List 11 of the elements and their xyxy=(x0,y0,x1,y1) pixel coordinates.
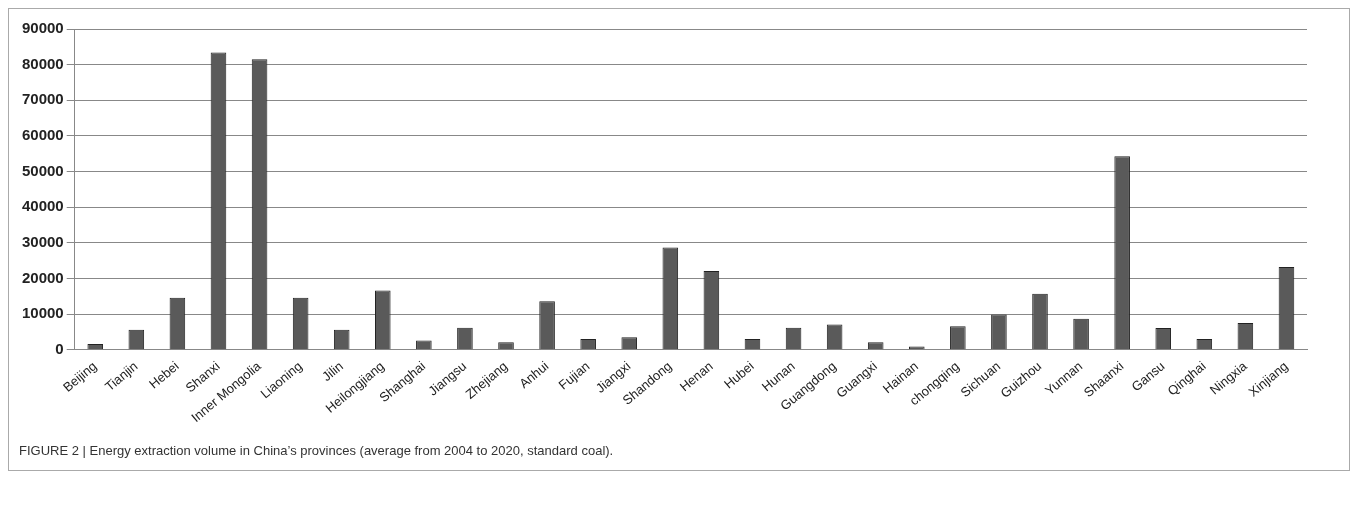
y-tick-label: 30000 xyxy=(21,232,64,250)
y-tick-label: 20000 xyxy=(21,268,64,286)
y-tick-label: 50000 xyxy=(21,161,64,179)
caption: FIGURE 2 | Energy extraction volume in China’s provinces (average from 2004 to 2020, standard coal). xyxy=(18,442,615,460)
y-tick-label: 40000 xyxy=(21,197,64,215)
y-tick-label: 70000 xyxy=(21,90,64,108)
y-tick-label: 80000 xyxy=(21,54,64,72)
y-tick-label: 90000 xyxy=(21,19,64,37)
y-tick-label: 10000 xyxy=(21,304,64,322)
y-tick-label: 0 xyxy=(55,339,64,357)
y-tick-label: 60000 xyxy=(21,126,64,144)
